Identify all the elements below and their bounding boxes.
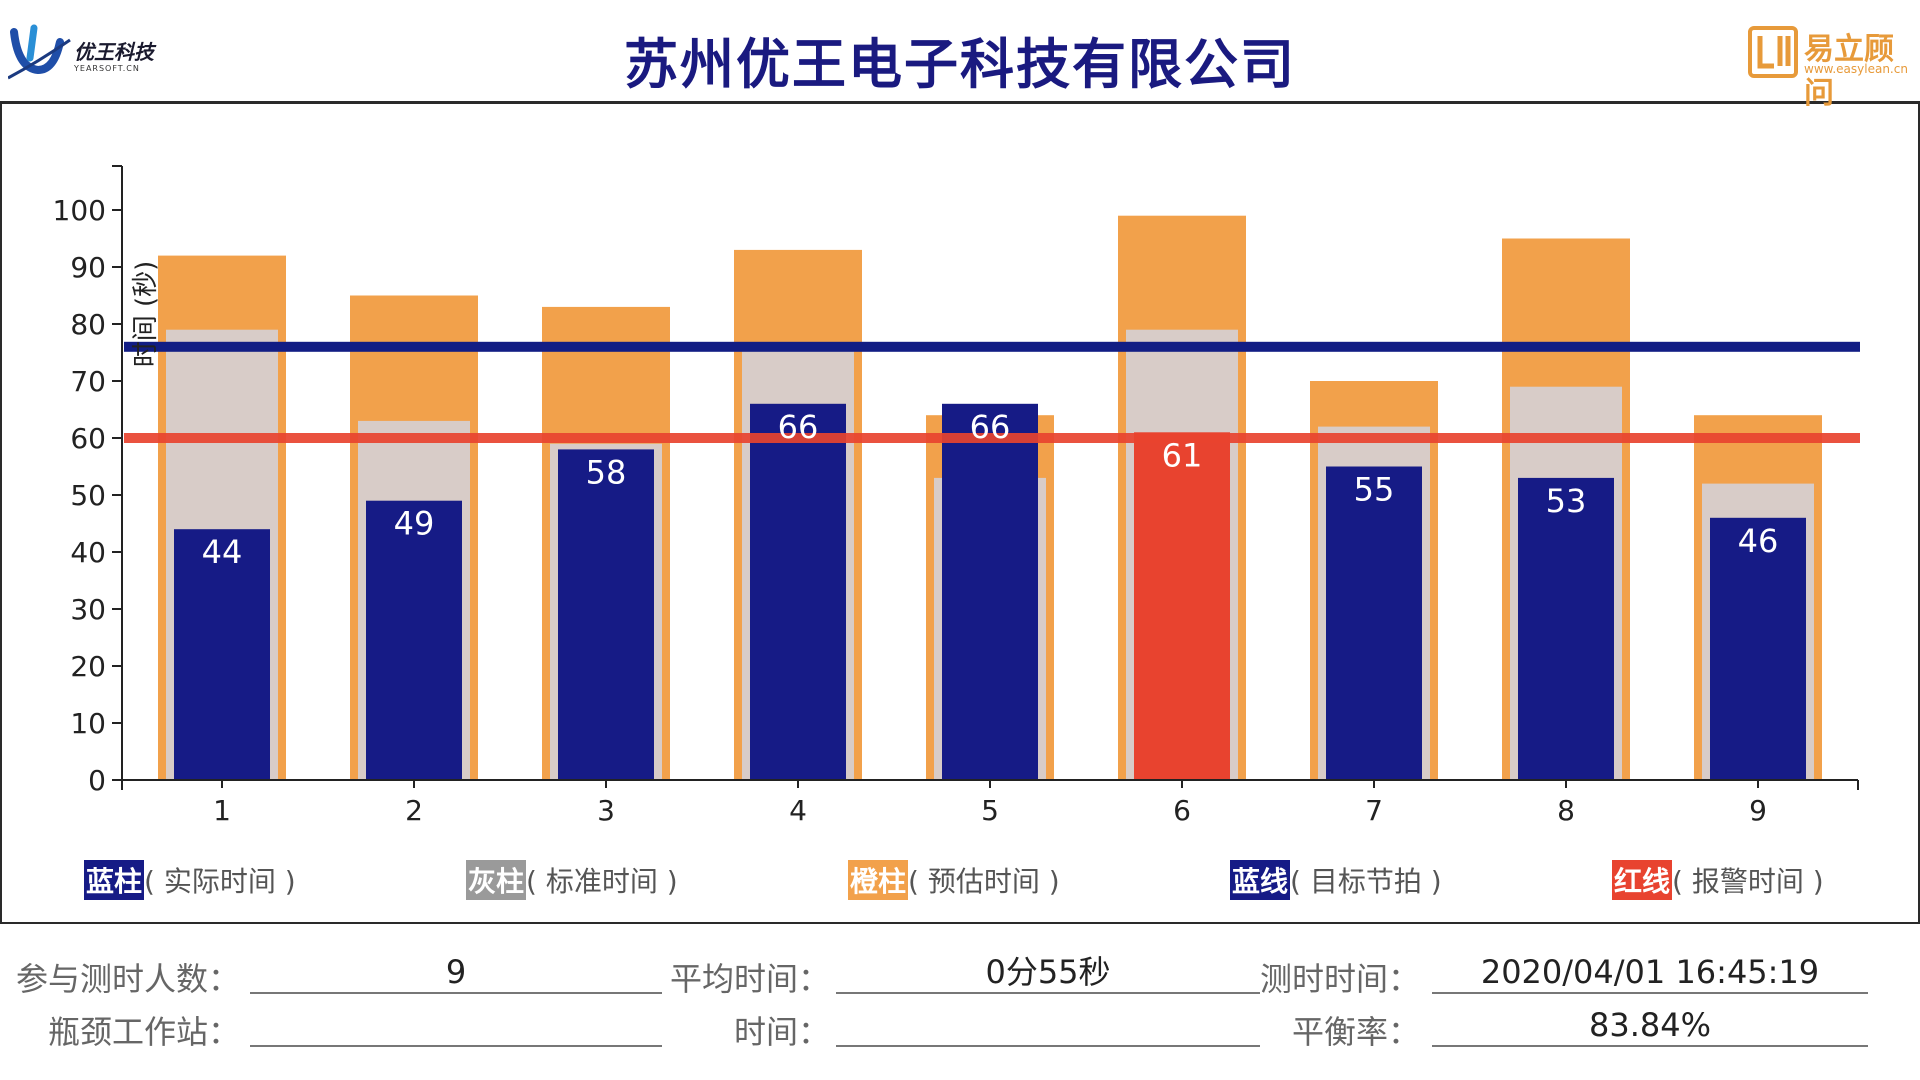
data-label-actual-2: 49 <box>394 505 435 543</box>
time-label: 时间： <box>733 1013 830 1051</box>
right-brand-name: 易立顾问 <box>1804 32 1894 111</box>
legend-item-alarm-line: 红线( 报警时间 ) <box>1612 860 1824 900</box>
y-tick-label-70: 70 <box>70 365 106 398</box>
info-divider <box>0 922 1920 924</box>
info-row-1: 参与测时人数： 9 平均时间： 0分55秒 测时时间： 2020/04/01 1… <box>0 950 1920 1000</box>
bar-actual-4 <box>750 403 846 780</box>
reference-lines-layer <box>124 341 1860 443</box>
x-tick-label-2: 2 <box>405 794 423 824</box>
legend-text-target-line: ( 目标节拍 ) <box>1290 865 1442 898</box>
x-tick-label-3: 3 <box>597 794 615 824</box>
y-tick-label-10: 10 <box>70 707 106 740</box>
y-tick-label-60: 60 <box>70 422 106 455</box>
data-label-actual-9: 46 <box>1738 522 1779 560</box>
legend-item-target-line: 蓝线( 目标节拍 ) <box>1230 860 1442 900</box>
balance-value: 83.84% <box>1432 1003 1868 1047</box>
legend-text-alarm-line: ( 报警时间 ) <box>1672 865 1824 898</box>
legend-item-estimated: 橙柱( 预估时间 ) <box>848 860 1060 900</box>
x-tick-label-9: 9 <box>1749 794 1767 824</box>
legend-tag-standard: 灰柱 <box>466 860 527 900</box>
legend-item-actual: 蓝柱( 实际时间 ) <box>84 860 296 900</box>
balance-label: 平衡率： <box>1291 1013 1420 1051</box>
right-brand-sub: www.easylean.cn <box>1804 62 1908 76</box>
bars-layer <box>158 215 1822 781</box>
legend-tag-alarm-line: 红线 <box>1612 860 1673 900</box>
x-tick-label-6: 6 <box>1173 794 1191 824</box>
right-border <box>1918 104 1920 924</box>
data-label-actual-6: 61 <box>1162 436 1203 474</box>
participants-label: 参与测时人数： <box>15 960 240 998</box>
info-row-2: 瓶颈工作站： 时间： 平衡率： 83.84% <box>0 1003 1920 1053</box>
left-brand-sub: YEARSOFT.CN <box>74 64 140 73</box>
y-tick-label-100: 100 <box>53 194 106 227</box>
y-tick-label-20: 20 <box>70 650 106 683</box>
avg-time-value: 0分55秒 <box>836 950 1260 994</box>
measure-time-label: 测时时间： <box>1259 960 1420 998</box>
measure-time-value: 2020/04/01 16:45:19 <box>1432 950 1868 994</box>
x-tick-label-7: 7 <box>1365 794 1383 824</box>
bottleneck-label: 瓶颈工作站： <box>47 1013 240 1051</box>
bar-actual-9 <box>1710 517 1806 780</box>
y-tick-label-30: 30 <box>70 593 106 626</box>
participants-value: 9 <box>250 950 662 994</box>
bar-actual-7 <box>1326 466 1422 780</box>
y-tick-label-0: 0 <box>88 764 106 797</box>
easylean-logo-icon <box>1748 26 1798 78</box>
avg-time-label: 平均时间： <box>669 960 830 998</box>
legend-tag-target-line: 蓝线 <box>1230 860 1291 900</box>
bar-actual-2 <box>366 500 462 780</box>
cycle-time-bar-chart: 0 10 20 30 40 50 60 70 80 90 100 1 2 3 4 5 6 7 8 9 44 49 58 66… <box>53 165 1860 824</box>
page-title: 苏州优王电子科技有限公司 <box>624 33 1296 96</box>
x-tick-label-1: 1 <box>213 794 231 824</box>
header: 优王科技 YEARSOFT.CN 苏州优王电子科技有限公司 易立顾问 www.e… <box>0 0 1920 111</box>
bottleneck-value <box>250 1003 662 1047</box>
axes-layer: 0 10 20 30 40 50 60 70 80 90 100 1 2 3 4 5 6 7 8 9 <box>53 165 1859 824</box>
data-label-actual-1: 44 <box>202 533 243 571</box>
chart-legend: 蓝柱( 实际时间 ) 灰柱( 标准时间 ) 橙柱( 预估时间 ) 蓝线( 目标节… <box>0 860 1920 900</box>
legend-text-estimated: ( 预估时间 ) <box>908 865 1060 898</box>
legend-tag-actual: 蓝柱 <box>84 860 145 900</box>
legend-text-actual: ( 实际时间 ) <box>144 865 296 898</box>
legend-text-standard: ( 标准时间 ) <box>526 865 678 898</box>
left-logo: 优王科技 YEARSOFT.CN <box>8 22 228 86</box>
left-border <box>0 104 2 924</box>
legend-tag-estimated: 橙柱 <box>848 860 909 900</box>
time-value <box>836 1003 1260 1047</box>
data-label-actual-7: 55 <box>1354 471 1395 509</box>
legend-item-standard: 灰柱( 标准时间 ) <box>466 860 678 900</box>
y-tick-label-80: 80 <box>70 308 106 341</box>
data-label-actual-3: 58 <box>586 453 627 491</box>
bar-actual-3 <box>558 449 654 780</box>
bar-actual-8 <box>1518 477 1614 780</box>
data-labels-layer: 44 49 58 66 66 61 55 53 46 <box>202 408 1779 571</box>
data-label-actual-4: 66 <box>778 408 819 446</box>
data-label-actual-5: 66 <box>970 408 1011 446</box>
y-tick-label-40: 40 <box>70 536 106 569</box>
y-tick-label-90: 90 <box>70 251 106 284</box>
y-tick-label-50: 50 <box>70 479 106 512</box>
alarm-time-line <box>124 433 1860 443</box>
data-label-actual-8: 53 <box>1546 482 1587 520</box>
left-brand-name: 优王科技 <box>74 40 154 64</box>
yearsoft-logo-icon <box>8 24 71 80</box>
x-tick-label-5: 5 <box>981 794 999 824</box>
bar-actual-6 <box>1134 432 1230 780</box>
bar-actual-1 <box>174 529 270 780</box>
y-axis-label: 时间 (秒) <box>131 261 161 368</box>
target-cycle-line <box>124 341 1860 352</box>
x-tick-label-8: 8 <box>1557 794 1575 824</box>
right-logo: 易立顾问 www.easylean.cn <box>1748 24 1918 111</box>
x-tick-label-4: 4 <box>789 794 807 824</box>
bar-actual-5 <box>942 403 1038 780</box>
